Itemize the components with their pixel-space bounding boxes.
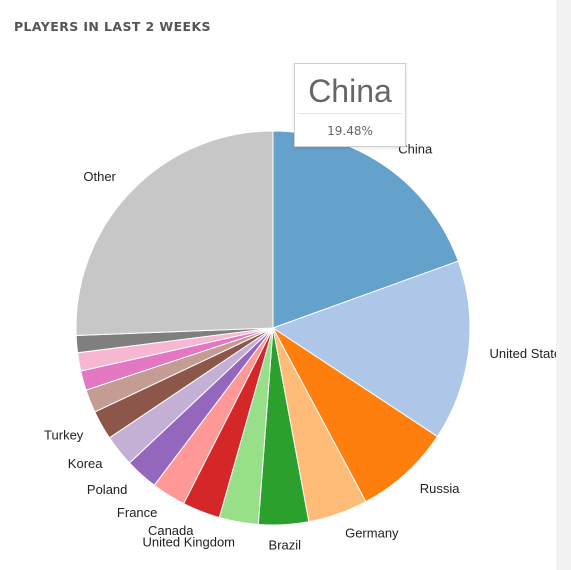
chart-panel: PLAYERS IN LAST 2 WEEKS China United Stat…: [0, 0, 556, 570]
tooltip-divider: [298, 113, 402, 114]
tooltip-title: China: [308, 73, 392, 109]
pie-slices: [75, 130, 471, 526]
scroll-strip: [556, 0, 571, 570]
slice-label-germany: Germany: [345, 526, 399, 541]
slice-labels: China United States Russia Germany Brazil Uni…: [44, 142, 556, 553]
pie-slice-russia[interactable]: [272, 327, 439, 503]
slice-label-turkey: Turkey: [44, 428, 84, 443]
slice-label-united-states: United States: [490, 346, 557, 361]
tooltip-value: 19.48%: [327, 124, 373, 138]
slice-label-russia: Russia: [420, 481, 461, 496]
pie-slice-united-states[interactable]: [271, 260, 471, 438]
slice-label-korea: Korea: [68, 456, 103, 471]
slice-label-poland: Poland: [87, 482, 127, 497]
slice-tooltip: China 19.48%: [294, 63, 406, 147]
slice-label-canada: Canada: [148, 523, 194, 538]
slice-label-united-kingdom: United Kingdom: [143, 535, 236, 550]
slice-label-china: China: [398, 142, 433, 157]
panel-title: PLAYERS IN LAST 2 WEEKS: [14, 19, 211, 34]
slice-label-france: France: [117, 505, 157, 520]
slice-label-brazil: Brazil: [269, 538, 302, 553]
pie-slice-other[interactable]: [75, 130, 274, 337]
slice-label-other: Other: [83, 169, 116, 184]
pie-chart[interactable]: China United States Russia Germany Brazil Uni…: [0, 0, 556, 570]
